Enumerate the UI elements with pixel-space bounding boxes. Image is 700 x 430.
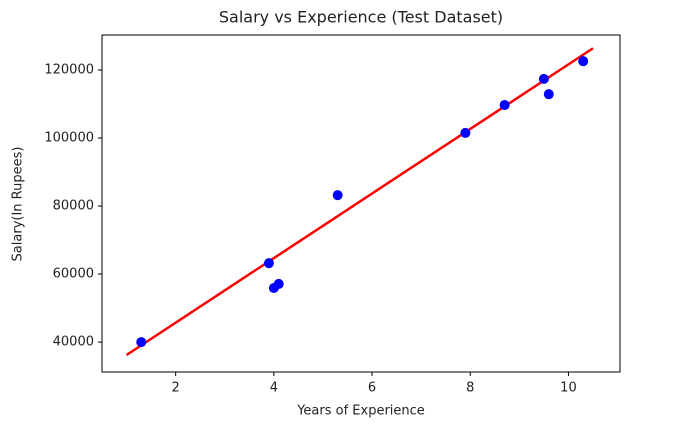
- x-tick-label: 8: [466, 381, 474, 396]
- point: [332, 190, 343, 201]
- y-tick-label: 120000: [44, 63, 94, 78]
- y-tick-label: 100000: [44, 131, 94, 146]
- plot-frame: [101, 34, 621, 373]
- point: [578, 56, 589, 67]
- x-tick-label: 4: [270, 381, 278, 396]
- y-axis-label: Salary(In Rupees): [11, 147, 26, 262]
- chart-title: Salary vs Experience (Test Dataset): [219, 8, 503, 27]
- x-tick-label: 10: [560, 381, 577, 396]
- x-tick-label: 2: [172, 381, 180, 396]
- y-tick-label: 80000: [53, 199, 94, 214]
- point: [538, 73, 549, 84]
- point: [263, 258, 274, 269]
- y-tick-label: 60000: [53, 267, 94, 282]
- fit-line: [125, 47, 594, 357]
- point: [273, 278, 284, 289]
- x-tick-label: 6: [368, 381, 376, 396]
- point: [136, 337, 147, 348]
- x-axis-label: Years of Experience: [296, 404, 425, 419]
- point: [460, 127, 471, 138]
- point: [499, 100, 510, 111]
- y-tick-label: 40000: [53, 335, 94, 350]
- point: [543, 89, 554, 100]
